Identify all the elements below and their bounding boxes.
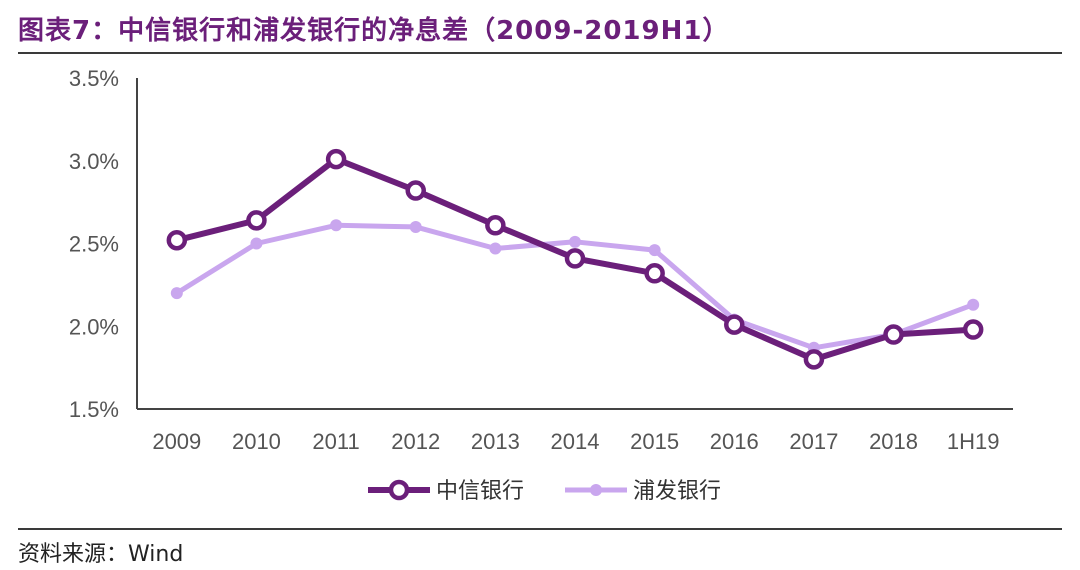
series-2-point	[967, 298, 980, 311]
series-1-point	[883, 324, 904, 345]
legend-marker-2	[590, 484, 602, 496]
chart-axes	[136, 78, 1013, 410]
y-tick-label: 3.0%	[69, 149, 119, 174]
series-2-point	[250, 237, 263, 250]
line-chart: 1.5% 2.0% 2.5% 3.0% 3.5% 2009 2010 2011 2012 201…	[69, 66, 1013, 504]
legend-label-2: 浦发银行	[633, 479, 721, 504]
x-tick-label: 2012	[391, 429, 440, 454]
x-tick-label: 2013	[471, 429, 520, 454]
series-2-point	[648, 244, 661, 257]
series-1-point	[724, 314, 745, 335]
series-points	[166, 148, 984, 370]
series-1-point	[485, 215, 506, 236]
series-2-point	[409, 220, 422, 233]
x-tick-label: 2015	[630, 429, 679, 454]
legend-label-1: 中信银行	[436, 479, 524, 504]
series-1-point	[644, 263, 665, 284]
x-tick-label: 2017	[789, 429, 838, 454]
series-2-point	[489, 242, 502, 255]
series-1-point	[962, 319, 984, 340]
series-2-point	[170, 287, 183, 300]
series-2-point	[569, 235, 581, 248]
y-tick-label: 1.5%	[69, 397, 119, 422]
x-tick-label: 2014	[551, 429, 600, 454]
series-1-point	[564, 248, 586, 269]
series-1-point	[325, 148, 347, 170]
series-1-point	[803, 349, 825, 370]
x-tick-label: 2016	[710, 429, 759, 454]
bottom-rule	[18, 528, 1062, 530]
series-2-point	[330, 219, 343, 232]
x-tick-label: 2009	[152, 429, 201, 454]
y-tick-label: 2.0%	[69, 314, 119, 339]
x-tick-label: 2018	[869, 429, 918, 454]
source-note: 资料来源：Wind	[18, 542, 184, 567]
y-tick-label: 3.5%	[69, 66, 119, 91]
x-tick-label: 1H19	[947, 429, 1000, 454]
chart-title: 图表7：中信银行和浦发银行的净息差（2009-2019H1）	[18, 16, 730, 46]
series-1-point	[405, 180, 426, 201]
x-tick-label: 2010	[232, 429, 281, 454]
top-rule	[18, 52, 1062, 54]
x-tick-label: 2011	[312, 429, 359, 454]
series-1-point	[246, 210, 267, 231]
y-tick-labels: 1.5% 2.0% 2.5% 3.0% 3.5%	[69, 66, 119, 422]
series-1-point	[166, 229, 188, 251]
y-tick-label: 2.5%	[69, 232, 119, 257]
legend-marker-1	[388, 479, 410, 501]
legend: 中信银行 浦发银行	[368, 479, 721, 504]
x-tick-labels: 2009 2010 2011 2012 2013 2014 2015 2016 2017 2018…	[152, 429, 999, 454]
